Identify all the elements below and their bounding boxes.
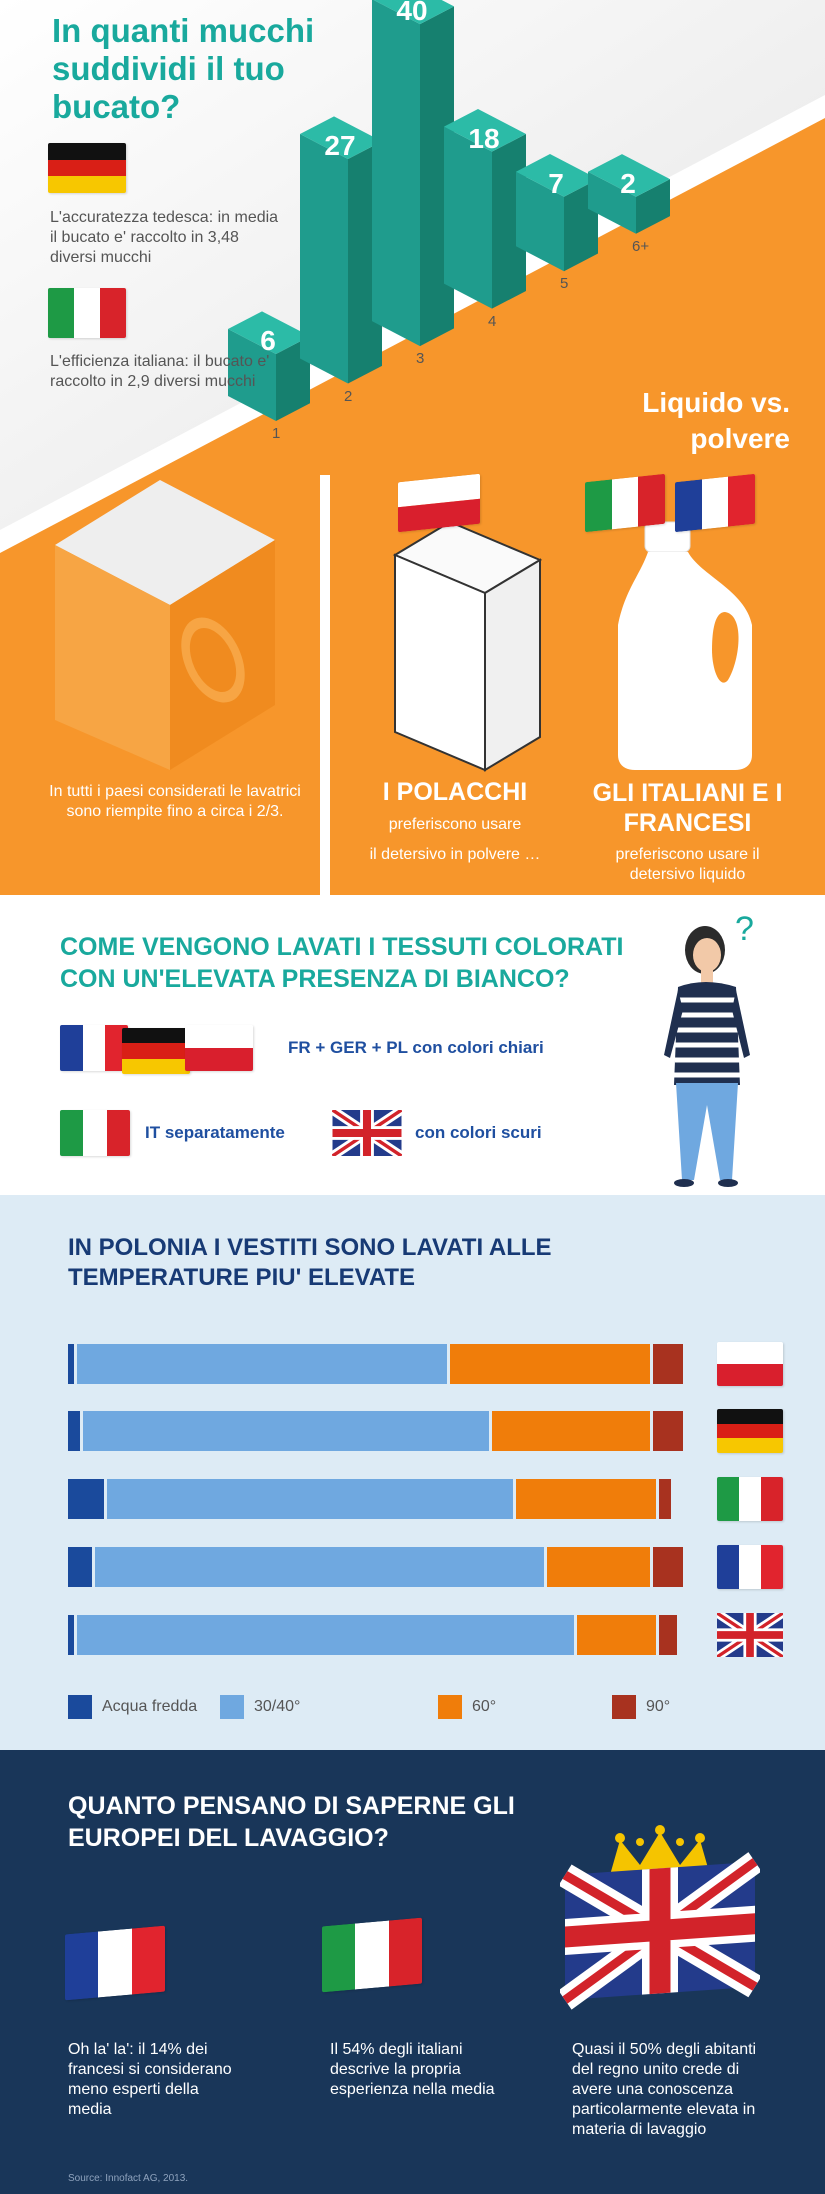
pile-bar-value: 40 [396,0,428,27]
uk-flag-with-crown-icon [560,1825,760,2010]
italians-french-title: GLI ITALIANI E I FRANCESI [592,779,783,837]
detergent-box-icon [392,520,543,772]
temperature-bar-row [68,1547,686,1587]
legend-label: 90° [646,1698,671,1715]
legend-swatch [438,1695,462,1719]
italy-flag-icon [48,288,126,338]
pile-bar-value: 27 [324,130,356,162]
temperature-bar-segment [658,1479,671,1519]
question-mark: ? [735,910,754,948]
italy-caption: L'efficienza italiana: il bucato e' racc… [50,353,270,390]
italy-separately-text: IT separatamente [145,1123,285,1142]
germany-flag-icon [717,1409,783,1453]
uk-flag-icon [717,1613,783,1657]
germany-flag-icon [122,1028,190,1074]
uk-expertise-text: Quasi il 50% degli abitanti del regno un… [572,2041,757,2138]
pile-axis-label: 2 [344,387,353,405]
woman-illustration-icon [664,926,750,1187]
temperature-bar-segment [652,1411,683,1451]
pile-bar-value: 6 [260,325,276,356]
pile-bar-3 [372,0,454,347]
temperature-bar-segment [68,1615,75,1655]
temperature-bar-row [68,1615,686,1655]
fr-ger-pl-text: FR + GER + PL con colori chiari [288,1038,544,1057]
legend-label: 60° [472,1698,497,1715]
poland-flag-icon [398,473,480,533]
pile-axis-label: 4 [488,312,497,330]
poles-title: I POLACCHI [382,778,528,806]
laundry-piles-section: In quanti mucchi suddividi il tuo bucato… [0,0,825,895]
italy-flag-icon [60,1110,130,1156]
pile-bar-value: 7 [548,167,564,199]
liquid-vs-powder-title: Liquido vs. polvere [642,387,790,454]
pile-axis-label: 3 [416,350,425,368]
temperature-bar-row [68,1479,686,1519]
section1-question: In quanti mucchi suddividi il tuo bucato… [52,12,315,125]
temperature-title: IN POLONIA I VESTITI SONO LAVATI ALLE TE… [68,1234,552,1291]
temperature-bar-segment [77,1344,447,1384]
temperature-bar-segment [77,1615,574,1655]
temperature-bar-row [68,1411,686,1451]
washing-machine-caption: In tutti i paesi considerati le lavatric… [49,783,301,820]
poles-text-1: preferiscono usare [388,816,522,833]
pile-bar-value: 18 [468,122,500,154]
colored-fabrics-section: COME VENGONO LAVATI I TESSUTI COLORATI C… [0,895,825,1195]
germany-caption: L'accuratezza tedesca: in media il bucat… [50,209,279,266]
pile-axis-label: 1 [272,424,281,442]
france-flag-icon [60,1025,128,1071]
temperature-bar-segment [492,1411,650,1451]
piles-bar-chart [228,0,670,421]
expertise-title: QUANTO PENSANO DI SAPERNE GLI EUROPEI DE… [68,1792,515,1852]
temperature-bar-segment [576,1615,656,1655]
temperature-bar-segment [68,1547,93,1587]
legend-swatch [612,1695,636,1719]
poland-flag-icon [717,1342,783,1386]
legend-swatch [68,1695,92,1719]
germany-flag-icon [48,143,126,193]
france-expertise-text: Oh la' la': il 14% dei francesi si consi… [68,2041,232,2118]
italy-flag-icon [717,1477,783,1521]
temperature-bar-segment [658,1615,677,1655]
poland-flag-icon [185,1025,253,1071]
france-flag-icon [675,473,755,533]
temperature-bar-segment [546,1547,650,1587]
temperature-bar-segment [68,1344,75,1384]
france-flag-icon [65,1925,165,2001]
pile-axis-label: 6+ [632,237,650,255]
france-flag-icon [717,1545,783,1589]
pile-axis-label: 5 [560,275,569,293]
italy-flag-icon [322,1917,422,1993]
temperature-bar-row [68,1344,686,1384]
temperature-bar-segment [516,1479,656,1519]
italians-french-text: preferiscono usare il detersivo liquido [615,846,760,883]
temperature-bar-segment [83,1411,490,1451]
washing-machine-icon [55,480,275,770]
source-note: Source: Innofact AG, 2013. [68,2173,189,2184]
poles-text-2: il detersivo in polvere … [369,846,541,863]
legend-label: Acqua fredda [102,1698,198,1715]
temperature-bar-segment [449,1344,650,1384]
legend-swatch [220,1695,244,1719]
legend-label: 30/40° [254,1698,301,1715]
italy-expertise-text: Il 54% degli italiani descrive la propri… [330,2041,495,2098]
uk-flag-icon [332,1110,402,1156]
temperature-bar-segment [68,1411,81,1451]
colored-fabrics-title: COME VENGONO LAVATI I TESSUTI COLORATI C… [60,933,624,993]
pile-bar-1 [228,311,310,421]
italy-flag-icon [585,473,665,533]
pile-bar-6+ [588,154,670,234]
temperature-bar-segment [652,1547,683,1587]
dark-colors-text: con colori scuri [415,1123,542,1142]
temperature-bar-segment [652,1344,683,1384]
temperature-section: IN POLONIA I VESTITI SONO LAVATI ALLE TE… [0,1195,825,1750]
temperature-bar-segment [95,1547,544,1587]
pile-bar-value: 2 [620,167,636,199]
temperature-bar-segment [68,1479,105,1519]
detergent-bottle-icon [618,521,752,770]
temperature-bar-segment [107,1479,514,1519]
section1-background [0,0,825,895]
expertise-section: QUANTO PENSANO DI SAPERNE GLI EUROPEI DE… [0,1750,825,2194]
